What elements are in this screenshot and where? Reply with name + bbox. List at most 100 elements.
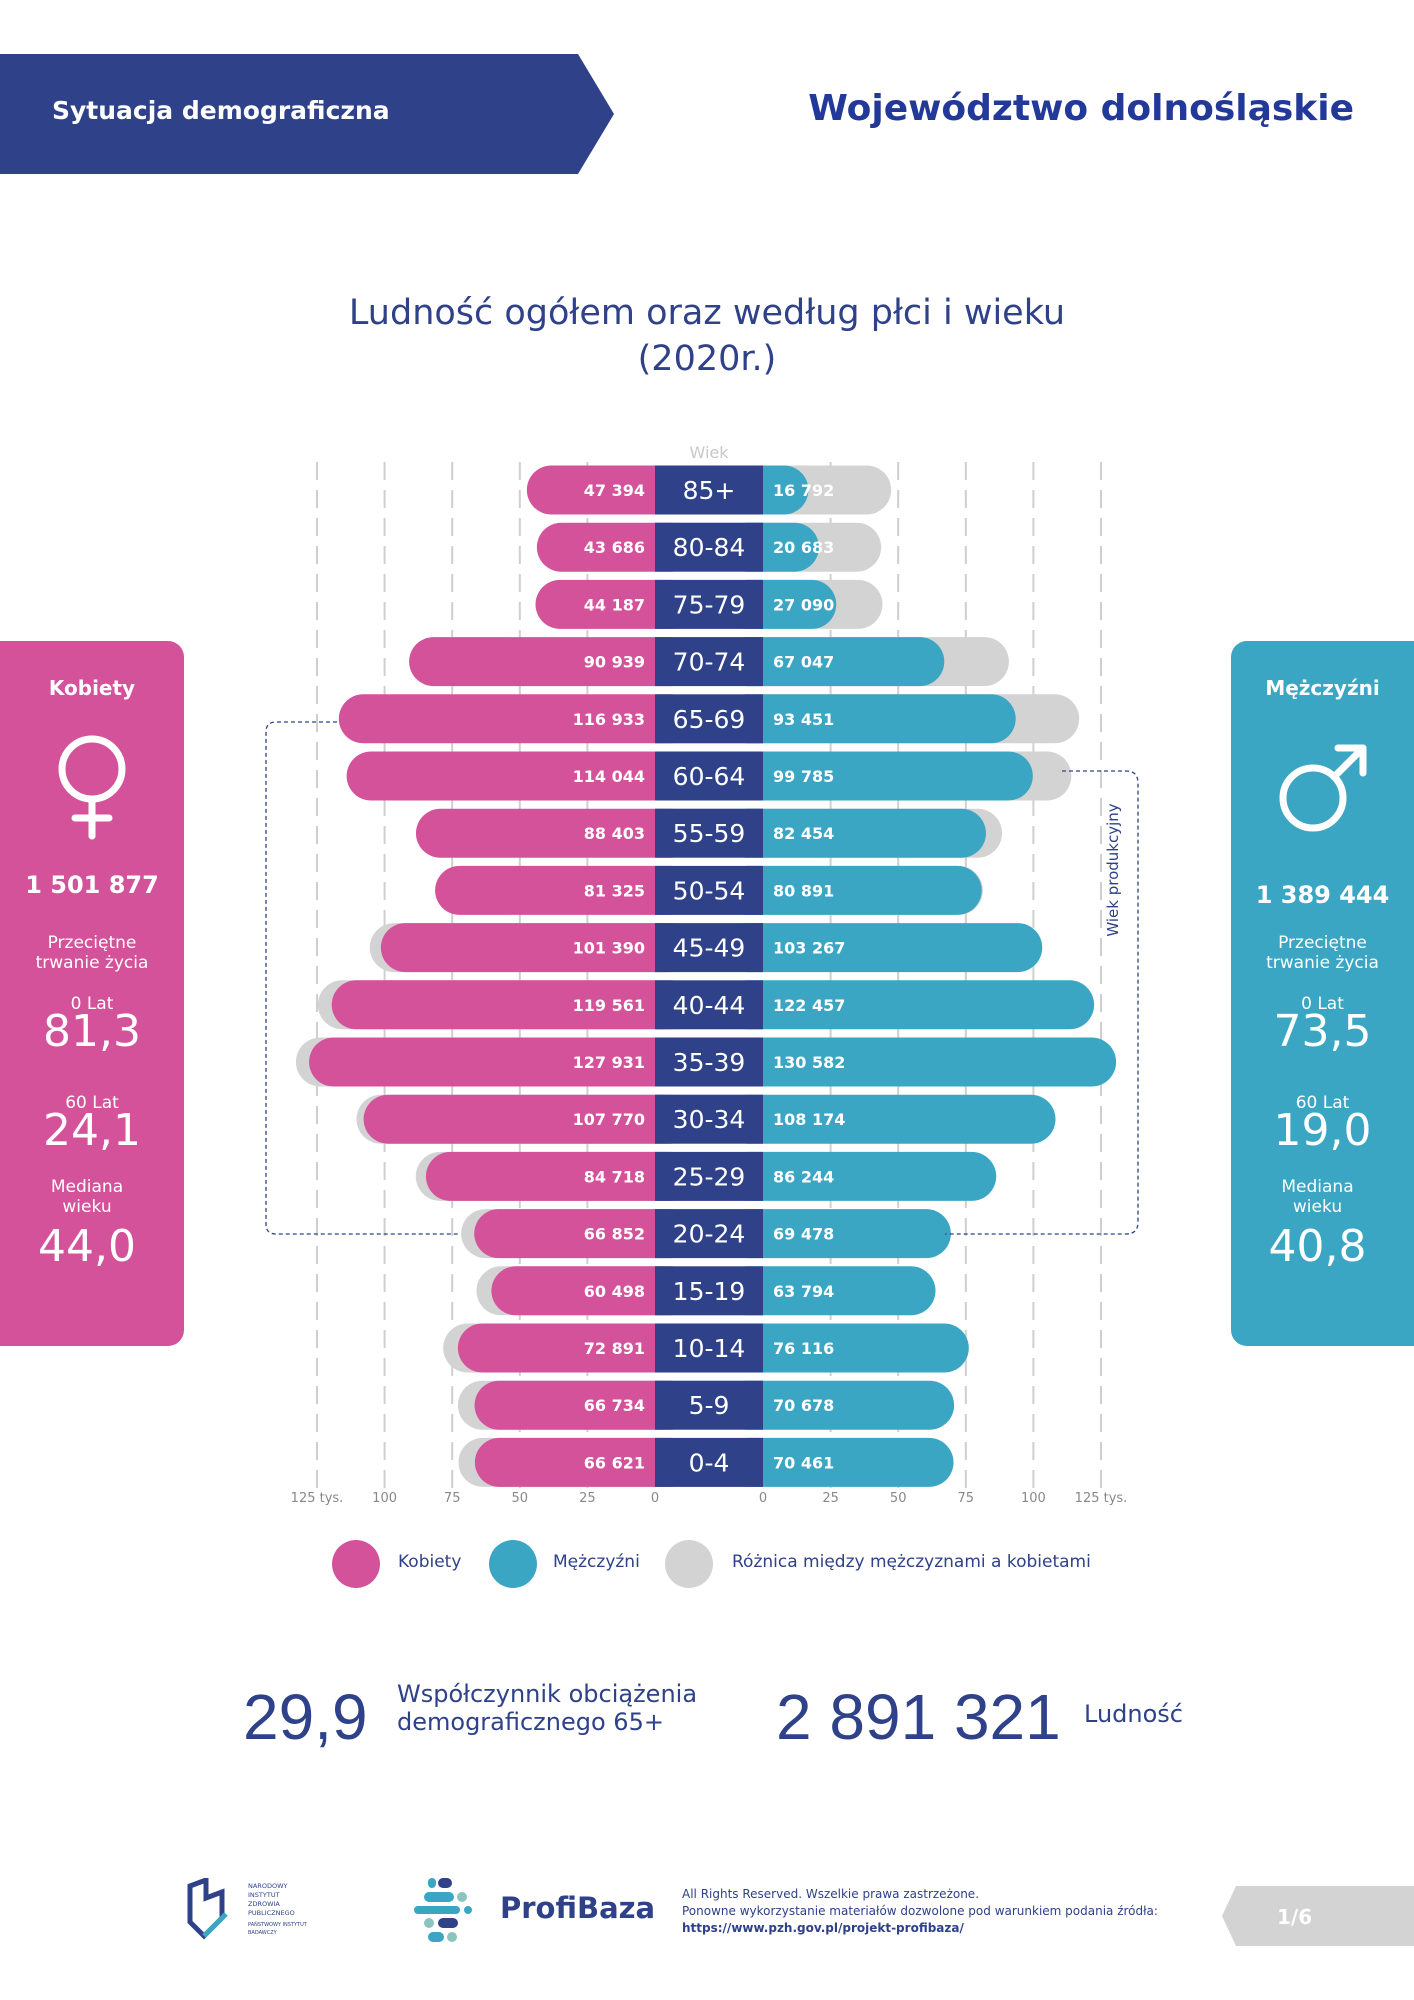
- men-value-label: 63 794: [773, 1282, 834, 1301]
- men-total: 1 389 444: [1255, 881, 1390, 909]
- svg-text:ZDROWIA: ZDROWIA: [248, 1900, 280, 1908]
- age-group-cell: [655, 1094, 763, 1144]
- women-bar: [415, 808, 695, 858]
- women-bar: [380, 923, 695, 973]
- x-tick-label-right: 50: [890, 1491, 907, 1506]
- men-life-label: Przeciętne trwanie życia: [1266, 933, 1379, 973]
- region-title: Województwo dolnośląskie: [808, 88, 1354, 129]
- men-value-label: 76 116: [773, 1339, 834, 1358]
- men-value-label: 80 891: [773, 881, 834, 900]
- women-bar: [536, 522, 695, 572]
- men-bar: [723, 637, 945, 687]
- age-group-label: 0-4: [689, 1448, 730, 1477]
- women-median-value: 44,0: [38, 1221, 136, 1272]
- age-group-label: 5-9: [689, 1391, 730, 1420]
- age-group-label: 75-79: [673, 590, 746, 619]
- dependency-ratio-label: Współczynnik obciążenia demograficznego …: [397, 1680, 697, 1736]
- chart-title: Ludność ogółem oraz według płci i wieku …: [0, 290, 1414, 382]
- population-label: Ludność: [1084, 1700, 1183, 1728]
- men-value-label: 67 047: [773, 653, 834, 672]
- x-tick-label-left: 50: [512, 1491, 529, 1506]
- age-group-cell: [655, 980, 763, 1030]
- women-value-label: 127 931: [573, 1053, 645, 1072]
- women-value-label: 44 187: [584, 595, 645, 614]
- age-group-label: 35-39: [673, 1048, 746, 1077]
- women-value-label: 114 044: [573, 767, 645, 786]
- men-value-label: 122 457: [773, 996, 845, 1015]
- difference-bar-women-side: [443, 1323, 689, 1373]
- x-tick-label-left: 75: [444, 1491, 461, 1506]
- men-panel-title: Mężczyźni: [1265, 676, 1380, 700]
- women-life-label: Przeciętne trwanie życia: [35, 933, 149, 973]
- source-link[interactable]: https://www.pzh.gov.pl/projekt-profibaza…: [682, 1921, 964, 1935]
- x-tick-label-right: 0: [759, 1491, 767, 1506]
- chart-title-line2: (2020r.): [637, 339, 777, 379]
- page-indicator: 1/6: [1222, 1886, 1414, 1946]
- men-bar: [723, 808, 986, 858]
- population-value: 2 891 321: [776, 1681, 1061, 1753]
- working-age-bracket-left: [265, 721, 460, 1235]
- age-group-label: 85+: [683, 476, 736, 505]
- legend-difference-label: Różnica między mężczyznami a kobietami: [732, 1552, 1091, 1572]
- men-bar: [723, 1151, 997, 1201]
- women-panel-title: Kobiety: [48, 676, 136, 700]
- men-bar: [723, 1323, 969, 1373]
- women-bar: [338, 694, 695, 744]
- age-group-cell: [655, 1437, 763, 1487]
- age-group-cell: [655, 694, 763, 744]
- difference-bar-women-side: [476, 1266, 689, 1316]
- reuse-text: Ponowne wykorzystanie materiałów dozwolo…: [682, 1904, 1158, 1918]
- age-group-label: 50-54: [673, 876, 746, 905]
- legend-men-swatch: [489, 1540, 537, 1588]
- women-value-label: 119 561: [573, 996, 645, 1015]
- x-tick-label-left: 25: [579, 1491, 596, 1506]
- difference-bar-women-side: [415, 1151, 689, 1201]
- age-group-label: 55-59: [673, 819, 746, 848]
- difference-bar-men-side: [723, 637, 1009, 687]
- men-value-label: 70 678: [773, 1396, 834, 1415]
- legend-women-label: Kobiety: [398, 1552, 462, 1572]
- men-median-label: Mediana wieku: [1281, 1177, 1354, 1217]
- profibaza-logo-icon: [414, 1878, 472, 1942]
- age-axis-label: Wiek: [689, 443, 729, 462]
- legend-difference-swatch: [665, 1540, 713, 1588]
- men-bar: [723, 1437, 954, 1487]
- women-bar: [363, 1094, 695, 1144]
- age-group-cell: [655, 1323, 763, 1373]
- men-value-label: 108 174: [773, 1110, 845, 1129]
- women-bar: [474, 1437, 695, 1487]
- male-symbol-icon: [1279, 744, 1367, 832]
- legend-men-label: Mężczyźni: [553, 1552, 640, 1572]
- women-value-label: 72 891: [584, 1339, 645, 1358]
- women-value-label: 90 939: [584, 653, 645, 672]
- women-bar: [526, 465, 695, 515]
- women-bar: [474, 1209, 695, 1259]
- women-bar: [474, 1380, 695, 1430]
- age-group-cell: [655, 1209, 763, 1259]
- difference-bar-men-side: [723, 465, 892, 515]
- age-group-cell: [655, 808, 763, 858]
- men-value-label: 16 792: [773, 481, 834, 500]
- women-bar: [425, 1151, 695, 1201]
- women-value-label: 116 933: [573, 710, 645, 729]
- men-panel: Mężczyźni 1 389 444 Przeciętne trwanie ż…: [1231, 641, 1414, 1346]
- men-value-label: 27 090: [773, 595, 834, 614]
- men-age60-value: 19,0: [1273, 1105, 1372, 1156]
- age-group-cell: [655, 465, 763, 515]
- women-median-label: Mediana wieku: [50, 1177, 124, 1217]
- age-group-cell: [655, 1037, 763, 1087]
- difference-bar-men-side: [723, 865, 983, 915]
- x-tick-label-right: 125 tys.: [1075, 1491, 1128, 1506]
- men-bar: [723, 1266, 936, 1316]
- women-value-label: 60 498: [584, 1282, 645, 1301]
- age-group-cell: [655, 579, 763, 629]
- women-value-label: 66 734: [584, 1396, 645, 1415]
- men-bar: [723, 1380, 955, 1430]
- women-total: 1 501 877: [25, 871, 159, 899]
- difference-bar-men-side: [723, 808, 1003, 858]
- men-bar: [723, 865, 982, 915]
- x-tick-label-left: 125 tys.: [291, 1491, 344, 1506]
- men-value-label: 103 267: [773, 939, 845, 958]
- men-bar: [723, 465, 809, 515]
